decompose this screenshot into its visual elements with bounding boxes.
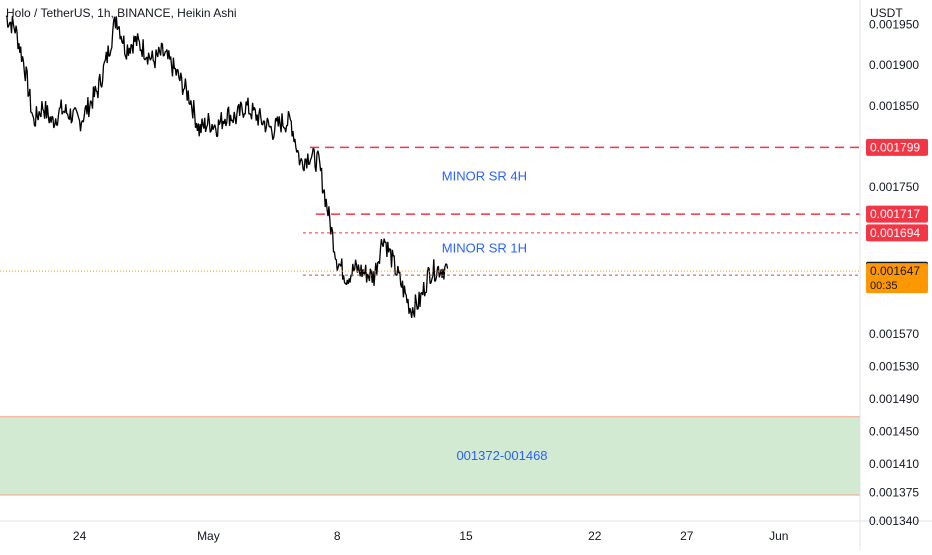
- last-bar-price-tag-bg: [866, 263, 928, 294]
- annotation-label: MINOR SR 1H: [442, 240, 527, 255]
- y-tick-label: 0.001375: [869, 486, 919, 500]
- y-tick-label: 0.001570: [869, 327, 919, 341]
- chart-title: Holo / TetherUS, 1h, BINANCE, Heikin Ash…: [6, 6, 237, 20]
- y-tick-label: 0.001340: [869, 514, 919, 528]
- price-series-line: [5, 15, 449, 318]
- sr-level-price-tag-bg: [866, 224, 928, 242]
- x-tick-label: 8: [334, 529, 341, 543]
- x-tick-label: Jun: [769, 529, 788, 543]
- y-tick-label: 0.001450: [869, 424, 919, 438]
- y-tick-label: 0.001950: [869, 17, 919, 31]
- price-unit-label: USDT: [870, 6, 903, 20]
- x-tick-label: 22: [588, 529, 602, 543]
- y-tick-label: 0.001900: [869, 58, 919, 72]
- y-tick-label: 0.001750: [869, 180, 919, 194]
- y-tick-label: 0.001530: [869, 359, 919, 373]
- y-tick-label: 0.001850: [869, 99, 919, 113]
- annotation-label: MINOR SR 4H: [442, 169, 527, 184]
- sr-level-price-tag-bg: [866, 205, 928, 223]
- last-bar-price-tag-countdown: 00:35: [870, 280, 898, 292]
- x-tick-label: 27: [680, 529, 694, 543]
- x-tick-label: 24: [73, 529, 87, 543]
- sr-level-price-tag-text: 0.001694: [870, 226, 920, 240]
- last-bar-price-tag-text: 0.001647: [870, 264, 920, 278]
- support-zone-label: 001372-001468: [456, 448, 547, 463]
- support-zone: [0, 416, 860, 495]
- sr-level-price-tag-text: 0.001799: [870, 140, 920, 154]
- sr-level-price-tag-text: 0.001717: [870, 207, 920, 221]
- x-tick-label: 15: [459, 529, 473, 543]
- y-tick-label: 0.001410: [869, 457, 919, 471]
- x-tick-label: May: [197, 529, 220, 543]
- y-tick-label: 0.001490: [869, 392, 919, 406]
- sr-level-price-tag-bg: [866, 138, 928, 156]
